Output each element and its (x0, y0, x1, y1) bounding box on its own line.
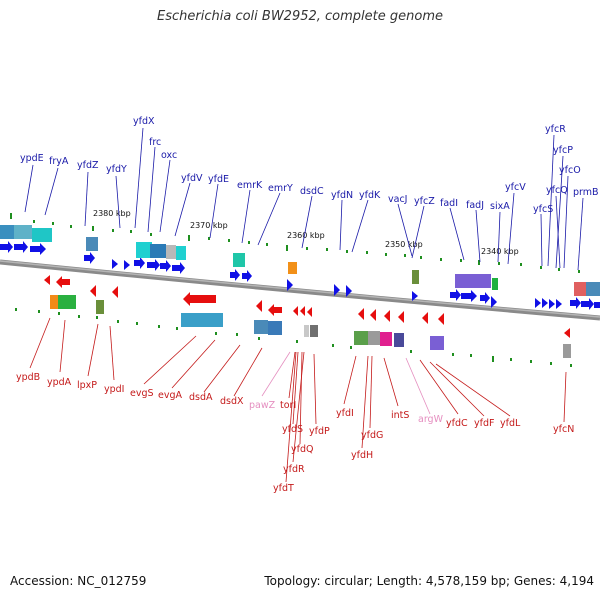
gene-label: prmB (573, 187, 599, 198)
gene-label: yfcP (553, 145, 573, 156)
genome-backbone (0, 259, 600, 321)
gene-label: yfdS (282, 424, 303, 435)
gene-label: lpxP (77, 380, 97, 391)
label-connectors-bottom (29, 317, 567, 483)
gene-label: torI (280, 400, 296, 411)
gene-label: vacJ (388, 194, 407, 205)
gene-label: yfdN (331, 190, 353, 201)
kbp-label: 2380 kbp (93, 209, 131, 218)
gene-label: ypdI (104, 384, 124, 395)
gene-label: yfdH (351, 450, 373, 461)
gene-labels-top: ypdE fryA yfdZ yfdY yfdX frc oxc yfdV yf… (20, 116, 599, 215)
gene-label: yfcO (559, 165, 581, 176)
gene-label: argW (418, 414, 444, 425)
genome-summary-text: Topology: circular; Length: 4,578,159 bp… (264, 574, 594, 588)
gene-label: sixA (490, 201, 510, 212)
gene-label: yfcV (505, 182, 526, 193)
gene-label: emrY (268, 183, 293, 194)
gene-label: yfcS (533, 204, 553, 215)
gene-label: fryA (49, 156, 69, 167)
kbp-label: 2360 kbp (287, 231, 325, 240)
feature-blocks (0, 225, 600, 358)
gene-label: yfcR (545, 124, 566, 135)
kbp-label: 2340 kbp (481, 247, 519, 256)
gene-label: yfdE (208, 174, 229, 185)
gene-label: ypdB (16, 372, 40, 383)
gene-label: yfcN (553, 424, 574, 435)
gene-label: pawZ (249, 400, 276, 411)
gene-labels-bottom: ypdB ypdA lpxP ypdI evgS evgA dsdA dsdX … (16, 372, 574, 494)
kbp-label: 2370 kbp (190, 221, 228, 230)
tick-marks-bottom (15, 308, 572, 367)
gene-label: yfdX (133, 116, 155, 127)
gene-label: oxc (161, 150, 177, 161)
gene-label: yfdG (361, 430, 383, 441)
gene-label: dsdC (300, 186, 324, 197)
genome-title: Escherichia coli BW2952, complete genome (157, 9, 443, 24)
gene-label: yfcQ (546, 185, 568, 196)
gene-label: yfdQ (291, 444, 313, 455)
label-connectors-pink (261, 351, 431, 415)
gene-label: evgA (158, 390, 182, 401)
gene-label: frc (149, 137, 161, 148)
reverse-genes (44, 275, 570, 338)
gene-label: fadI (440, 198, 458, 209)
gene-label: yfdT (273, 483, 294, 494)
gene-label: yfdK (359, 190, 381, 201)
gene-label: yfdZ (77, 160, 99, 171)
gene-label: yfdI (336, 408, 354, 419)
gene-label: yfdY (106, 164, 127, 175)
gene-label: yfdR (283, 464, 305, 475)
genome-backbone-highlight (0, 260, 600, 318)
gene-label: yfdF (474, 418, 494, 429)
gene-label: yfdV (181, 173, 203, 184)
kbp-label: 2350 kbp (385, 240, 423, 249)
gene-label: intS (391, 410, 409, 421)
gene-label: yfdL (500, 418, 521, 429)
tick-marks-top (10, 213, 580, 273)
gene-label: ypdA (47, 377, 72, 388)
gene-label: yfdC (446, 418, 468, 429)
gene-label: evgS (130, 388, 154, 399)
gene-label: emrK (237, 180, 263, 191)
gene-label: yfcZ (414, 196, 435, 207)
accession-text: Accession: NC_012759 (10, 574, 147, 588)
gene-label: fadJ (466, 200, 484, 211)
label-connectors-top (24, 127, 584, 271)
gene-label: yfdP (309, 426, 330, 437)
gene-label: dsdA (189, 392, 213, 403)
gene-label: dsdX (220, 396, 244, 407)
forward-genes (0, 241, 600, 310)
gene-label: ypdE (20, 153, 44, 164)
